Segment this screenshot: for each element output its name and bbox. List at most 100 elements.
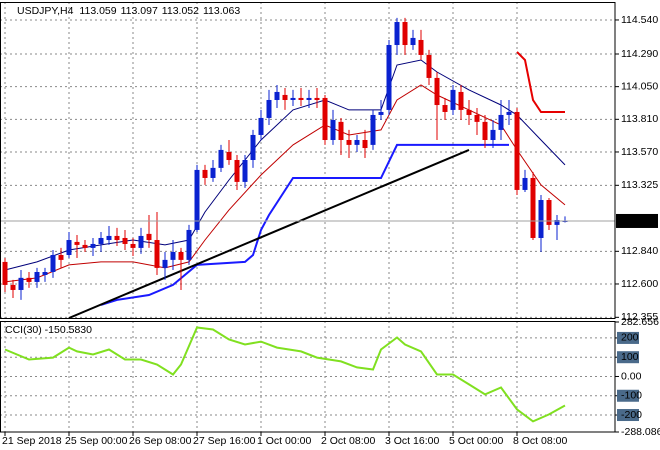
candle-body bbox=[394, 22, 400, 46]
candle-body bbox=[178, 251, 184, 260]
candle-body bbox=[458, 91, 464, 110]
y-tick-label: -200 bbox=[621, 409, 642, 421]
candle-body bbox=[218, 149, 224, 168]
candle-body bbox=[146, 233, 152, 241]
candle-body bbox=[258, 117, 264, 135]
cci-line bbox=[4, 326, 566, 423]
candle-body bbox=[434, 77, 440, 106]
candle-body bbox=[90, 243, 96, 248]
main-frame bbox=[0, 2, 616, 319]
candle-body bbox=[162, 259, 168, 268]
y-tick-label: 112.840 bbox=[621, 245, 658, 257]
y-tick-label: -288.0865 bbox=[621, 426, 660, 438]
candle-body bbox=[362, 139, 368, 149]
candle-body bbox=[26, 277, 32, 282]
cci-panel bbox=[0, 321, 615, 432]
x-tick-label: 25 Sep 00:00 bbox=[65, 435, 128, 447]
symbol: USDJPY,H4 bbox=[17, 5, 74, 17]
candle-body bbox=[282, 94, 288, 100]
candle-body bbox=[186, 229, 192, 260]
candle-body bbox=[82, 244, 88, 248]
candle-body bbox=[426, 54, 432, 78]
candle-body bbox=[522, 177, 528, 190]
x-tick-label: 1 Oct 00:00 bbox=[257, 435, 311, 447]
candle-body bbox=[338, 121, 344, 140]
y-tick-label: 114.050 bbox=[621, 80, 658, 92]
candle-body bbox=[530, 177, 536, 238]
open: 113.059 bbox=[79, 5, 116, 17]
candle-body bbox=[402, 22, 408, 46]
main-panel bbox=[0, 2, 615, 318]
candle-body bbox=[114, 235, 120, 241]
candle-body bbox=[98, 237, 104, 244]
level-box bbox=[617, 389, 639, 402]
x-tick-label: 3 Oct 16:00 bbox=[385, 435, 439, 447]
candle-body bbox=[370, 114, 376, 145]
candle-body bbox=[538, 200, 544, 238]
y-tick-label: 113.570 bbox=[621, 146, 658, 158]
y-tick-label: 100 bbox=[621, 351, 639, 363]
candle-body bbox=[2, 261, 8, 285]
candle-body bbox=[210, 167, 216, 178]
y-tick-label: 113.325 bbox=[621, 179, 658, 191]
candle-body bbox=[74, 241, 80, 245]
x-tick-label: 5 Oct 00:00 bbox=[449, 435, 503, 447]
y-tick-label: 0.00 bbox=[621, 370, 642, 382]
candle-body bbox=[490, 129, 496, 140]
candle-body bbox=[50, 254, 56, 273]
candle-body bbox=[138, 235, 144, 248]
axes: 112.355 112.600 112.840 113.325 113.570 113.8… bbox=[2, 14, 660, 447]
candle-body bbox=[250, 134, 256, 161]
candle-body bbox=[386, 45, 392, 110]
candle-body bbox=[234, 160, 240, 182]
candle-body bbox=[18, 277, 24, 290]
y-tick-label: 113.810 bbox=[621, 113, 658, 125]
candle-body bbox=[442, 105, 448, 112]
candle-body bbox=[306, 97, 312, 100]
candle-body bbox=[170, 251, 176, 260]
candle-body bbox=[498, 114, 504, 130]
candle-body bbox=[130, 243, 136, 248]
overlay-line bbox=[100, 143, 509, 306]
x-tick-label: 21 Sep 2018 bbox=[2, 435, 62, 447]
y-tick-label: 200 bbox=[621, 332, 639, 344]
candle-body bbox=[66, 240, 72, 255]
candle-body bbox=[354, 139, 360, 145]
y-tick-label: 112.355 bbox=[621, 311, 658, 323]
x-tick-label: 26 Sep 08:00 bbox=[129, 435, 192, 447]
candle-body bbox=[242, 160, 248, 182]
y-tick-label: 282.656 bbox=[621, 316, 659, 328]
candle-body bbox=[202, 169, 208, 178]
candle-body bbox=[514, 111, 520, 190]
candle-body bbox=[122, 237, 128, 244]
cci-title: CCI(30) -150.5830 bbox=[5, 324, 92, 336]
y-tick-label: 114.290 bbox=[621, 48, 658, 60]
candle-body bbox=[42, 272, 48, 275]
low: 113.052 bbox=[162, 5, 199, 17]
x-tick-label: 27 Sep 16:00 bbox=[193, 435, 256, 447]
candle-body bbox=[106, 235, 112, 241]
x-tick-label: 2 Oct 08:00 bbox=[321, 435, 375, 447]
level-box bbox=[617, 409, 639, 422]
candle-body bbox=[298, 97, 304, 100]
candle-body bbox=[266, 99, 272, 118]
candle-body bbox=[506, 111, 512, 115]
candle-body bbox=[34, 272, 40, 282]
candle-body bbox=[330, 119, 336, 140]
candle-body bbox=[410, 37, 416, 46]
chart-header: USDJPY,H4 113.059 113.097 113.052 113.063 bbox=[17, 5, 240, 17]
cci-frame bbox=[0, 321, 616, 433]
candle-body bbox=[482, 121, 488, 140]
candle-body bbox=[466, 109, 472, 115]
current-price-box bbox=[616, 213, 658, 228]
level-box bbox=[617, 351, 639, 364]
candle-body bbox=[154, 240, 160, 268]
level-box bbox=[617, 331, 639, 344]
close: 113.063 bbox=[203, 5, 240, 17]
candle-body bbox=[58, 254, 64, 260]
x-tick-label: 8 Oct 08:00 bbox=[513, 435, 567, 447]
candle-body bbox=[546, 200, 552, 225]
candle-body bbox=[378, 111, 384, 115]
y-tick-label: 112.600 bbox=[621, 278, 658, 290]
